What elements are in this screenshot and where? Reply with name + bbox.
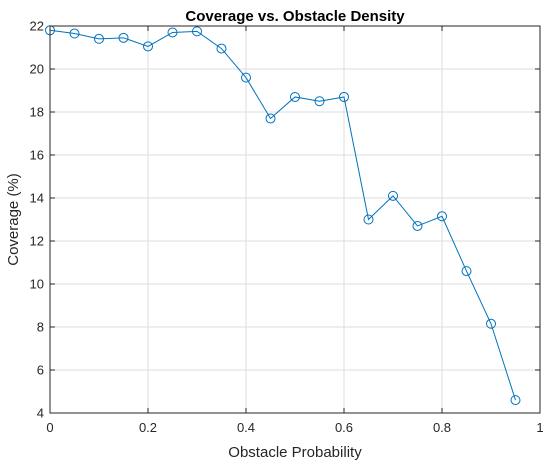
data-point-marker — [510, 395, 521, 406]
grid — [50, 26, 540, 413]
data-point-marker — [412, 220, 423, 231]
x-tick-label: 0.4 — [237, 420, 255, 435]
x-tick-label: 0 — [46, 420, 53, 435]
data-point-marker — [216, 43, 227, 54]
data-point-marker — [94, 33, 104, 44]
data-point-marker — [339, 91, 349, 102]
y-tick-label: 18 — [30, 105, 44, 120]
data-point-marker — [241, 72, 251, 83]
data-point-marker — [192, 26, 202, 37]
y-tick-label: 4 — [37, 406, 44, 421]
y-tick-label: 6 — [37, 363, 44, 378]
y-tick-label: 12 — [30, 234, 44, 249]
data-point-marker — [167, 27, 178, 38]
data-point-marker — [363, 214, 374, 225]
y-tick-label: 22 — [30, 19, 44, 34]
x-tick-label: 0.8 — [433, 420, 451, 435]
x-tick-label: 0.2 — [139, 420, 157, 435]
y-tick-label: 20 — [30, 62, 44, 77]
plot-area — [50, 26, 540, 413]
x-tick-label: 1 — [536, 420, 543, 435]
data-point-marker — [314, 96, 325, 107]
data-point-marker — [437, 211, 447, 222]
y-tick-label: 8 — [37, 320, 44, 335]
data-point-marker — [486, 318, 496, 329]
data-point-marker — [69, 28, 80, 39]
chart-title: Coverage vs. Obstacle Density — [185, 8, 405, 25]
x-tick-label: 0.6 — [335, 420, 353, 435]
data-point-marker — [118, 32, 129, 43]
x-axis-label: Obstacle Probability — [228, 444, 362, 461]
y-tick-label: 14 — [30, 191, 44, 206]
y-tick-label: 16 — [30, 148, 44, 163]
y-axis-label: Coverage (%) — [5, 173, 22, 266]
data-point-marker — [388, 190, 398, 201]
series-layer — [45, 25, 521, 406]
data-point-marker — [143, 41, 153, 52]
data-point-marker — [290, 91, 300, 102]
plot-frame — [49, 25, 541, 414]
y-tick-label: 10 — [30, 277, 44, 292]
data-point-marker — [265, 113, 276, 124]
data-point-marker — [461, 266, 472, 277]
